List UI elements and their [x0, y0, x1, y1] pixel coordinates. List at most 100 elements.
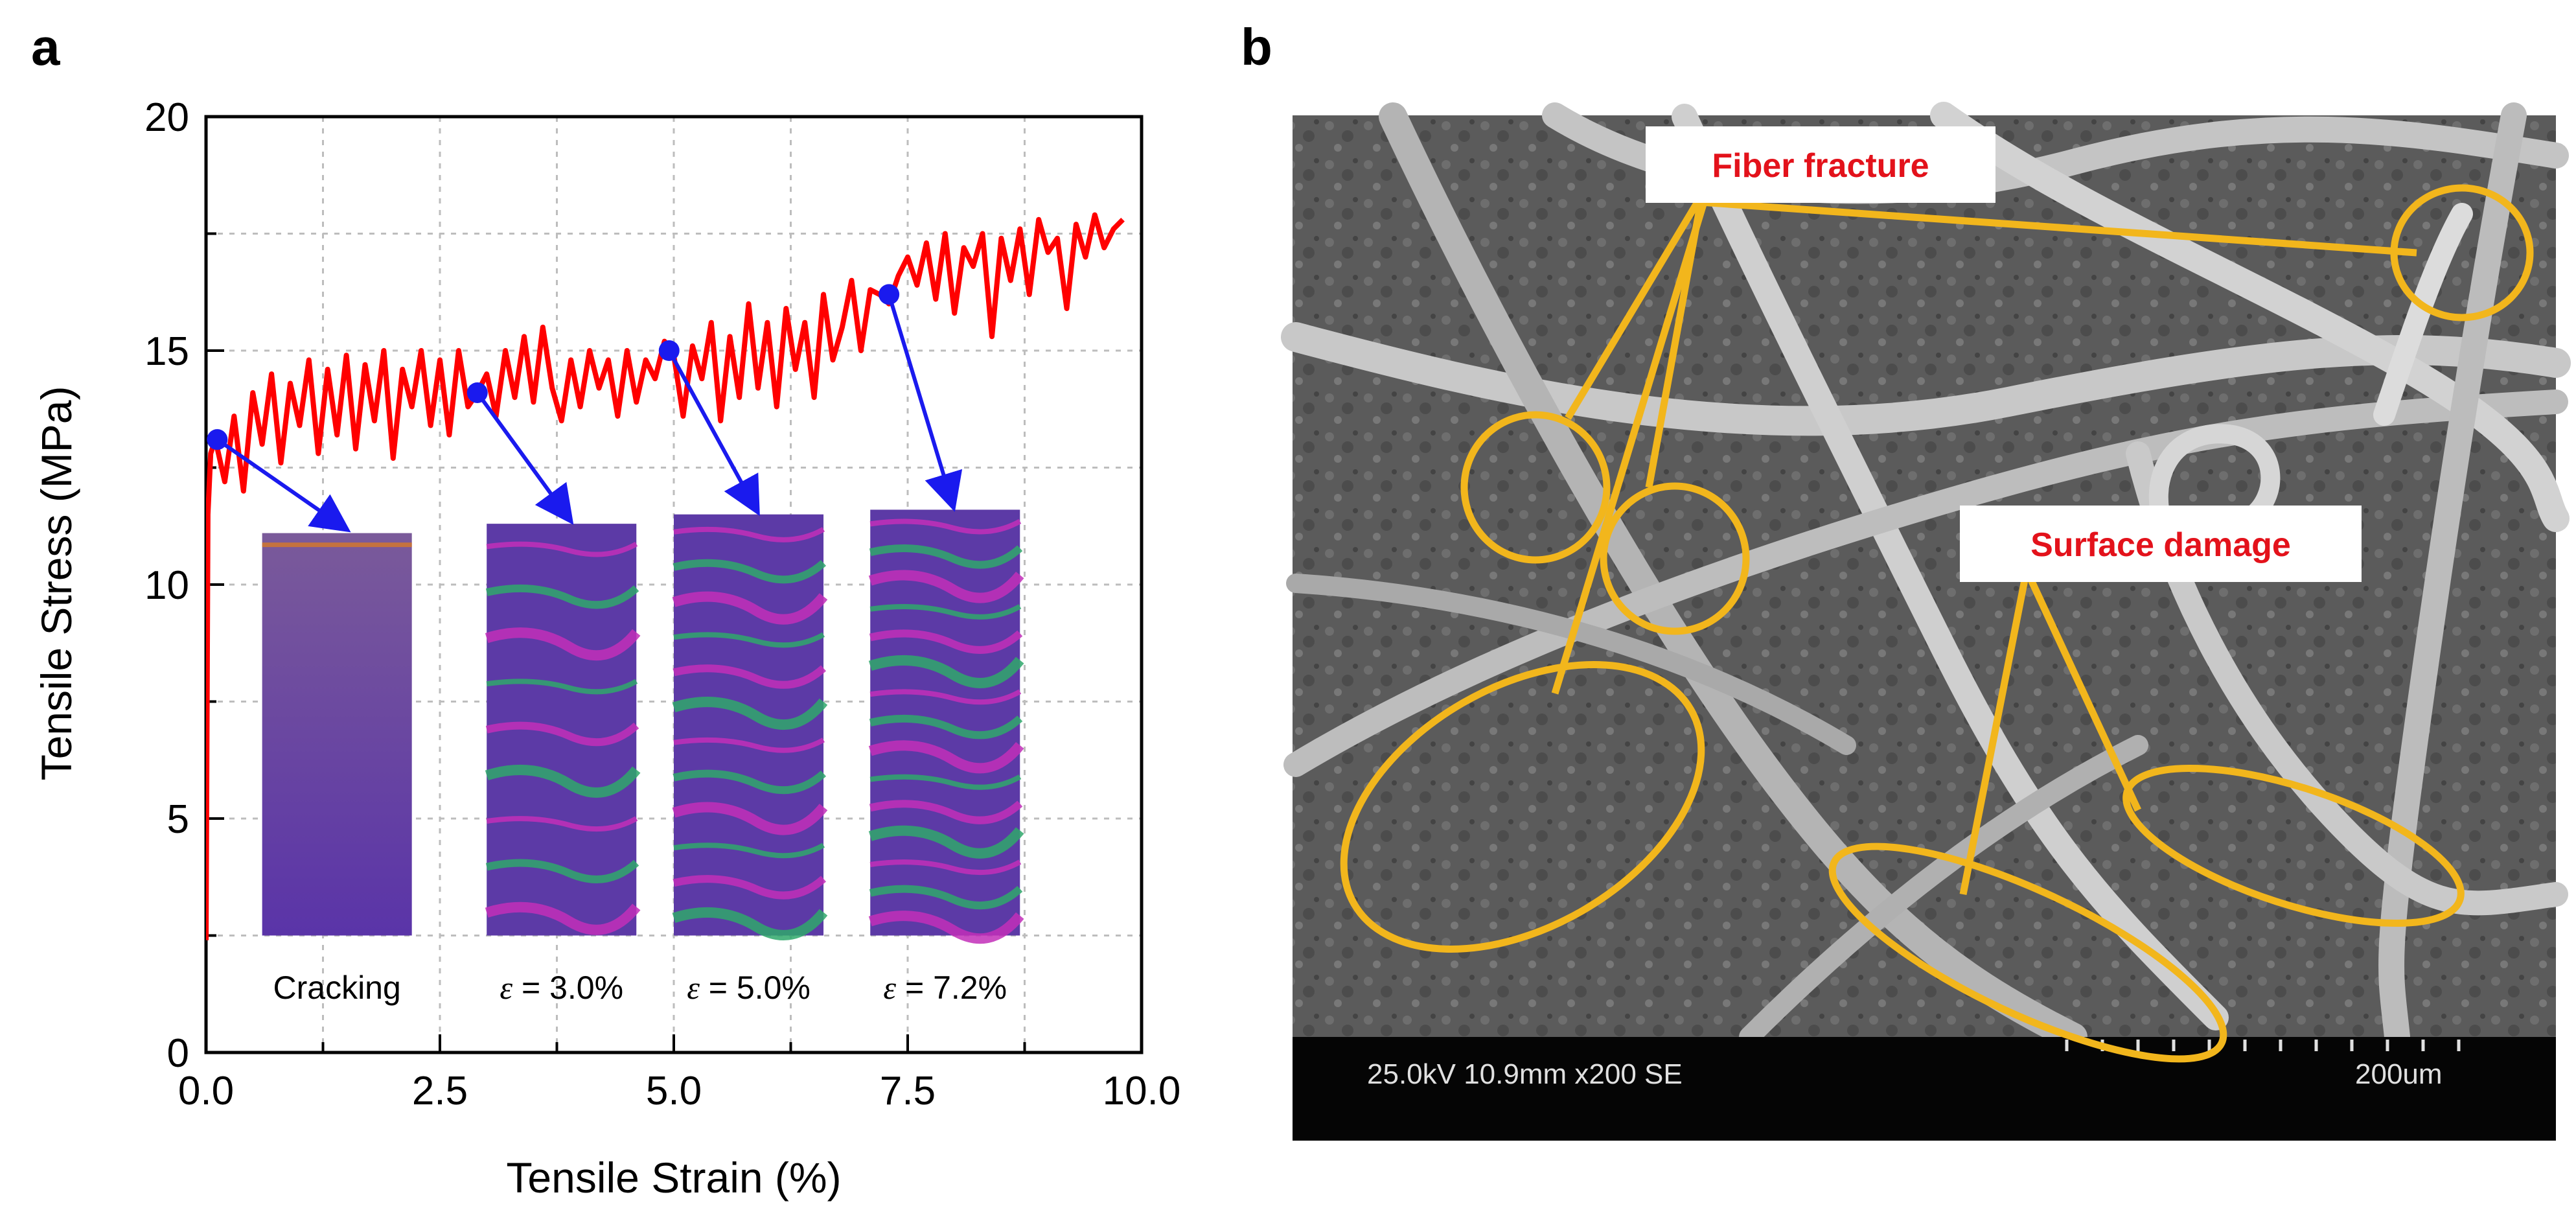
crack-band: [673, 875, 827, 900]
annotations: [1340, 184, 2534, 1063]
inset-image: [868, 509, 1024, 944]
inset-label: ε = 3.0%: [500, 970, 623, 1006]
marker-arrow: [216, 437, 351, 533]
crack-band: [869, 774, 1022, 790]
fiber: [1739, 735, 2148, 1047]
x-tick-label: 0.0: [178, 1069, 234, 1113]
fiber: [1283, 390, 2568, 777]
fibers: [1281, 102, 2571, 1051]
crack-band: [673, 843, 825, 859]
fiber: [1930, 102, 2570, 532]
crack-band: [485, 765, 641, 798]
panel-label-a: a: [31, 18, 60, 76]
crack-band: [869, 885, 1023, 910]
inset-image: [672, 514, 828, 940]
inset-label: ε = 7.2%: [883, 970, 1007, 1006]
strain-value: = 5.0%: [700, 970, 811, 1006]
x-tick-labels: 0.0 2.5 5.0 7.5 10.0: [178, 1069, 1180, 1113]
crack-band: [869, 800, 1023, 824]
crack-band: [673, 526, 825, 542]
inset-label: Cracking: [273, 970, 401, 1006]
leader-line: [1551, 201, 1708, 695]
crack-band: [869, 714, 1023, 739]
data-marker: [658, 340, 680, 361]
leader-line: [1700, 198, 2417, 257]
crack-band: [869, 518, 1022, 535]
inset-images: [262, 509, 1024, 944]
crack-band: [486, 679, 638, 695]
fiber: [1379, 102, 2087, 1051]
x-tick-label: 2.5: [412, 1069, 468, 1113]
y-tick-labels: 0 5 10 15 20: [144, 95, 189, 1076]
y-tick-label: 0: [167, 1031, 189, 1076]
x-tick-label: 10.0: [1103, 1069, 1181, 1113]
strain-value: = 7.2%: [896, 970, 1007, 1006]
fracture-ring-left-2: [1600, 482, 1750, 635]
crack-band: [868, 655, 1024, 688]
crack-band: [868, 740, 1024, 774]
crack-band: [868, 911, 1024, 944]
crack-band: [485, 721, 639, 747]
fiber: [1286, 574, 1856, 755]
crack-band: [486, 816, 638, 832]
callout-fracture-text: Fiber fracture: [1712, 147, 1929, 185]
markers: [207, 284, 963, 533]
crack-band: [673, 664, 827, 689]
y-axis-title: Tensile Stress (MPa): [32, 386, 80, 781]
crack-band: [672, 697, 828, 730]
crack-band: [486, 541, 638, 557]
marker-arrow: [667, 349, 760, 517]
crack-band: [672, 907, 828, 940]
crack-band: [672, 802, 828, 835]
y-tick-label: 15: [144, 329, 189, 374]
x-tick-label: 7.5: [880, 1069, 936, 1113]
inset-background: [262, 533, 412, 936]
data-marker: [466, 382, 488, 403]
crack-band: [869, 603, 1022, 620]
data-marker: [207, 429, 228, 450]
fiber: [1672, 104, 2229, 1030]
callout-fracture-box: [1646, 126, 1995, 203]
crack-band: [485, 627, 641, 661]
series-line: [206, 212, 1125, 940]
damage-ring-bottom: [1828, 843, 2227, 1063]
callout-damage: Surface damage: [1960, 506, 2362, 582]
crack-band: [673, 737, 825, 753]
epsilon-symbol: ε: [883, 970, 896, 1006]
epsilon-symbol: ε: [687, 970, 700, 1006]
epsilon-symbol: ε: [500, 970, 512, 1006]
inset-image: [262, 533, 412, 936]
fiber: [2148, 424, 2281, 567]
inset-label: ε = 5.0%: [687, 970, 811, 1006]
series-group: [206, 212, 1125, 940]
marker-arrow: [887, 294, 963, 512]
data-marker: [879, 284, 900, 305]
crack-band: [673, 632, 825, 648]
sem-info-bar: [1293, 1037, 2556, 1141]
y-tick-label: 20: [144, 95, 189, 140]
inset-labels: Cracking ε = 3.0% ε = 5.0% ε = 7.2%: [273, 970, 1007, 1006]
fracture-ring-large: [1340, 661, 1705, 953]
callout-fracture: Fiber fracture: [1646, 126, 1995, 203]
callout-damage-box: [1960, 506, 2362, 582]
crack-band: [673, 559, 827, 584]
leader-line: [1959, 579, 2029, 896]
callout-damage-text: Surface damage: [2030, 526, 2291, 564]
inset-image: [485, 524, 641, 936]
crack-band: [869, 859, 1022, 876]
sem-scale-label: 200um: [2355, 1058, 2443, 1090]
crack-band: [485, 901, 641, 935]
panel-label-b: b: [1241, 18, 1272, 76]
crack-band: [869, 689, 1022, 705]
crack-band: [869, 629, 1023, 654]
x-axis-title: Tensile Strain (%): [506, 1154, 841, 1202]
fracture-ring-left-1: [1460, 411, 1611, 564]
strain-value: = 3.0%: [512, 970, 623, 1006]
crack-band: [868, 825, 1024, 859]
x-tick-label: 5.0: [646, 1069, 702, 1113]
crack-band: [485, 584, 639, 609]
leader-line: [1565, 200, 1701, 420]
fiber: [2378, 102, 2527, 1050]
y-tick-label: 10: [144, 563, 189, 608]
